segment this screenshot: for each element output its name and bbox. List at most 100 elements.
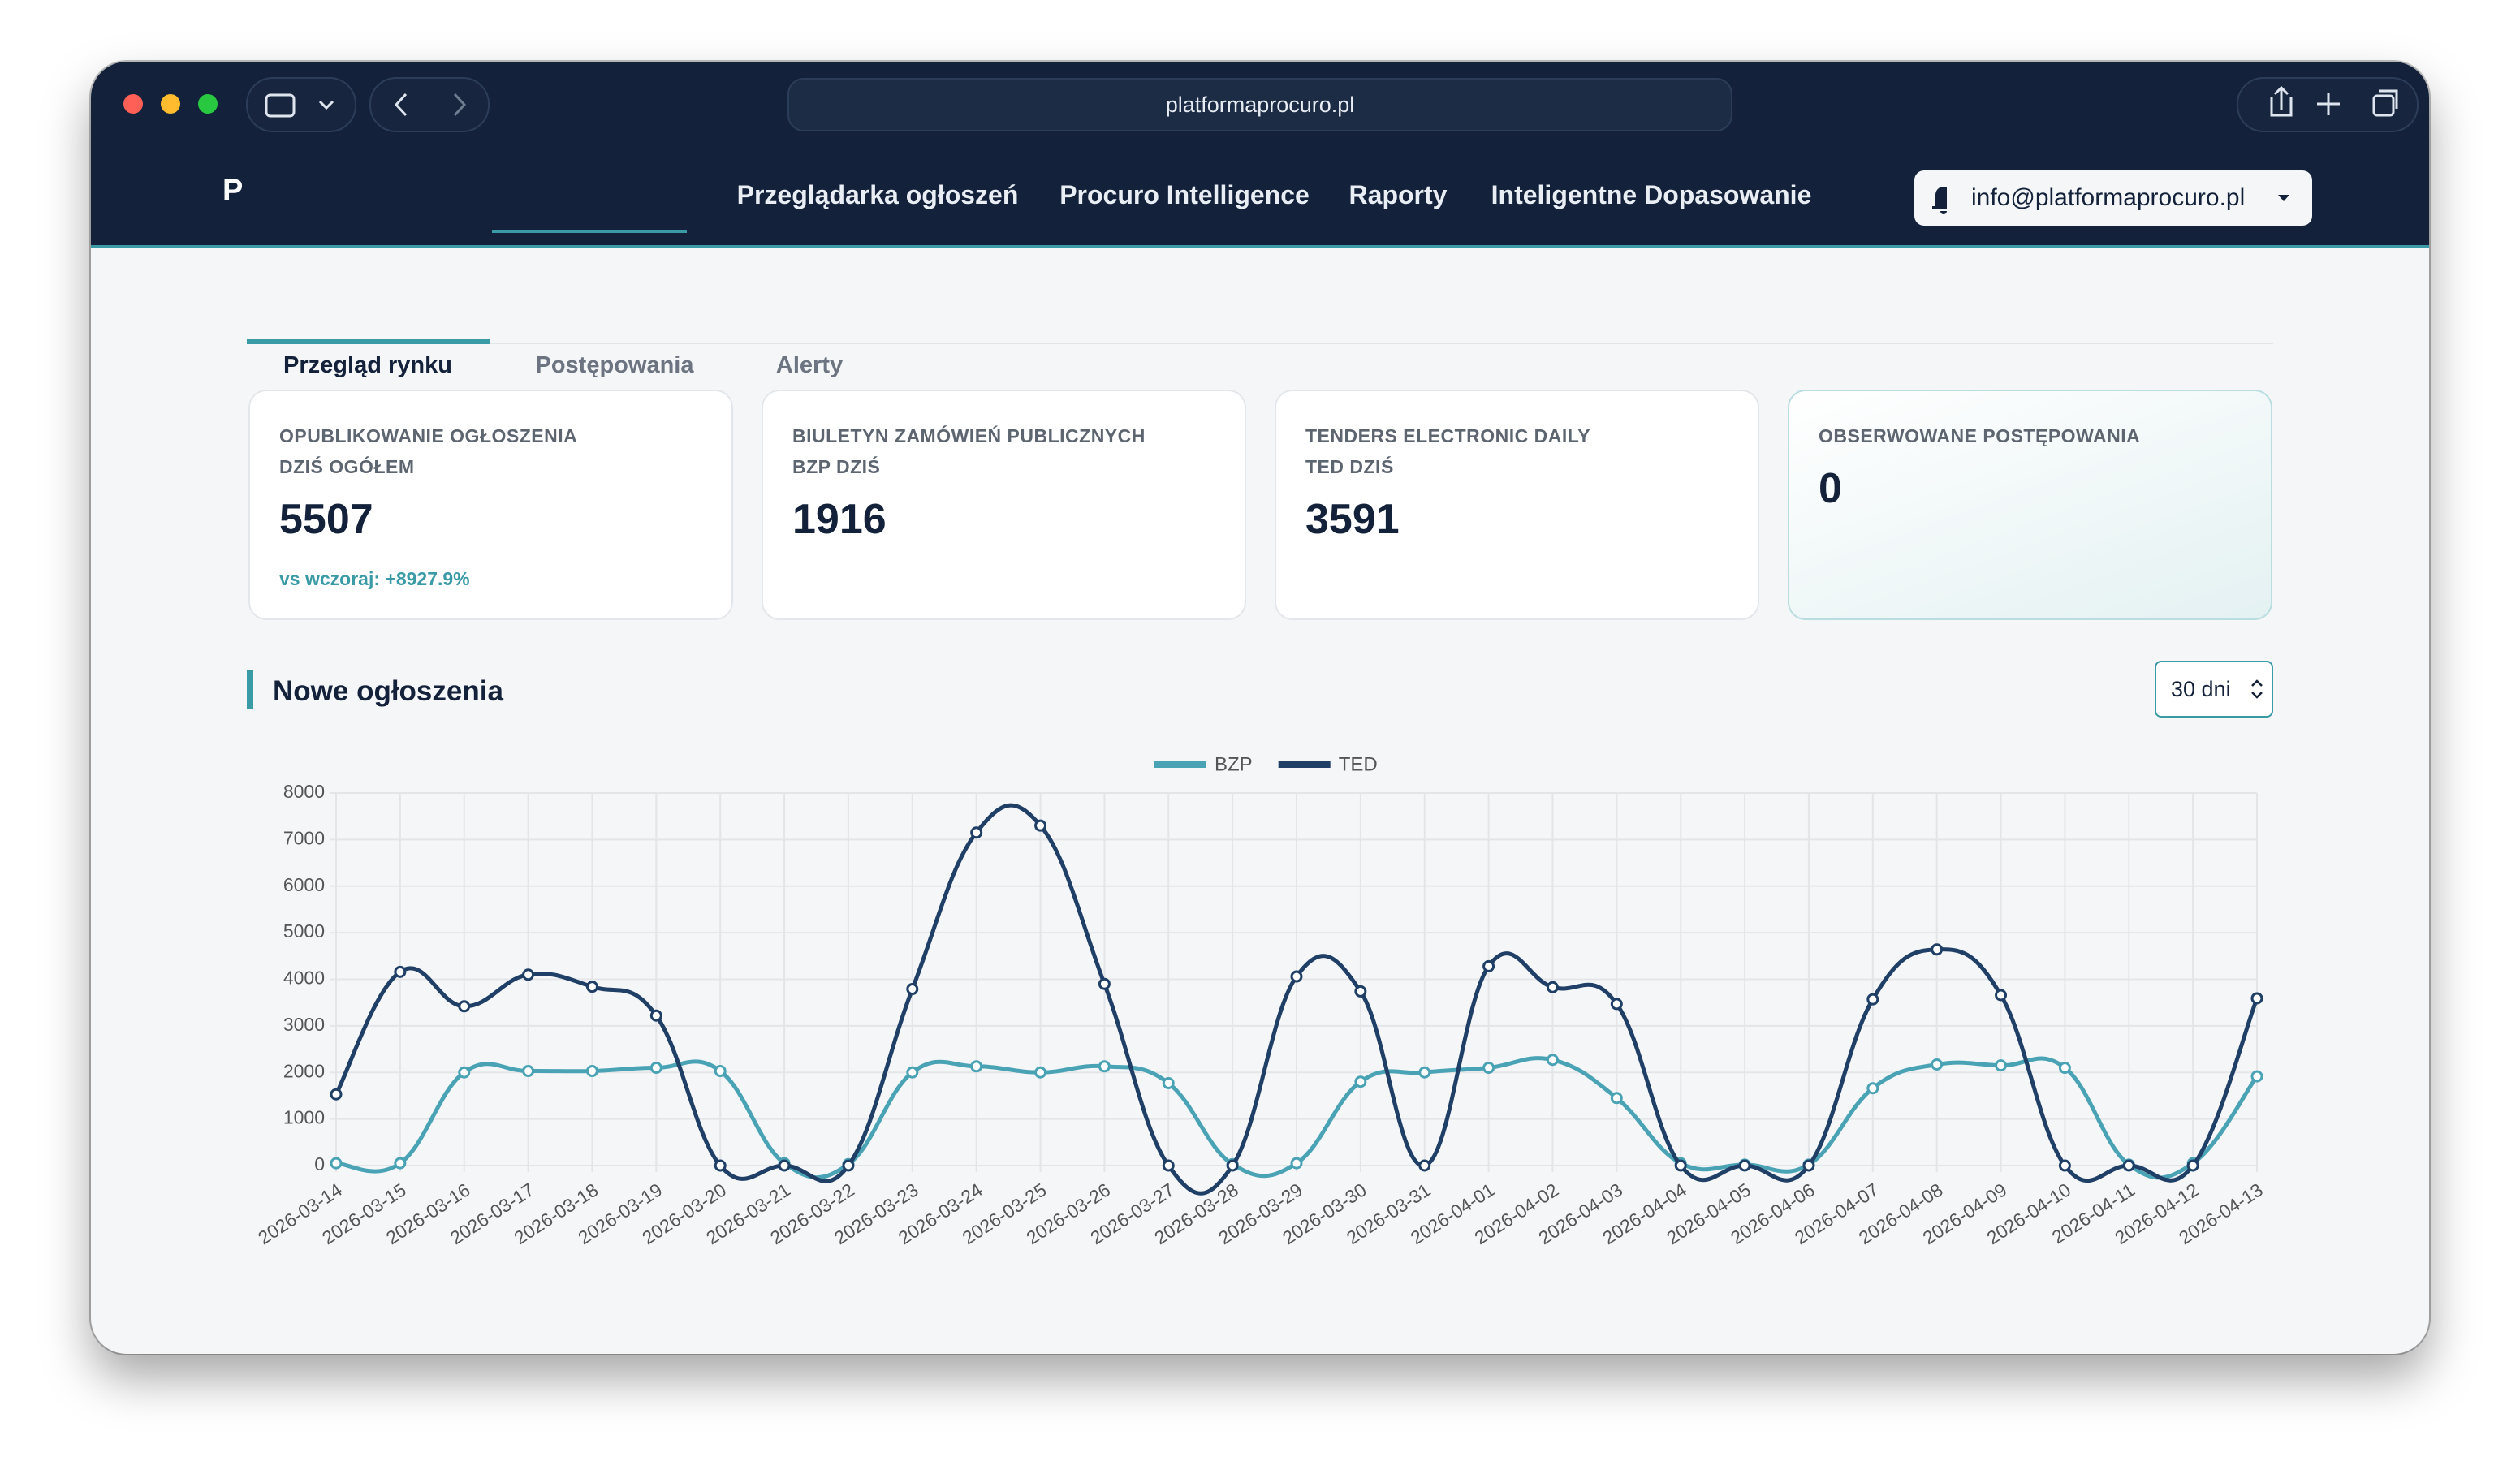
legend-label: BZP [1215,753,1253,775]
account-caret [2278,195,2289,201]
data-point [1162,1076,1175,1089]
range-select[interactable]: 30 dni [2155,661,2273,718]
section-accent [247,670,253,709]
label-line: BZP DZIŚ [792,456,881,477]
share[interactable] [2270,85,2293,117]
y-tick-label: 7000 [283,827,325,848]
data-point [2058,1159,2071,1172]
data-point [585,981,598,993]
data-point [330,1088,343,1101]
y-tick-label: 0 [314,1153,325,1174]
card-label: OBSERWOWANE POSTĘPOWANIA [1819,420,2140,451]
data-point [842,1159,855,1172]
data-point [1931,1058,1944,1071]
y-tick-label: 4000 [283,968,325,989]
card-value: 3591 [1305,496,1400,543]
data-point [970,826,983,839]
data-point [1482,959,1495,972]
arrows [2251,679,2263,699]
account-email: info@platformaprocuro.pl [1971,184,2246,211]
data-point [1354,985,1367,998]
history-buttons[interactable] [369,77,490,132]
data-point [2250,1070,2263,1083]
tabs-back [2379,89,2398,109]
card-value: 5507 [279,496,373,543]
data-point [394,965,407,978]
data-point [1418,1159,1431,1172]
tab[interactable]: Alerty [775,352,844,378]
data-point [1098,977,1111,990]
label-line: TENDERS ELECTRONIC DAILY [1305,425,1591,446]
minimize[interactable] [161,94,180,114]
data-point [1546,1054,1559,1067]
stat-card: BIULETYN ZAMÓWIEŃ PUBLICZNYCH BZP DZIŚ 19… [762,390,1246,620]
data-point [2186,1159,2199,1172]
range-value: 30 dni [2171,676,2231,701]
tabs-divider [247,343,2273,344]
data-point [1098,1060,1111,1073]
sidebar-button[interactable] [246,77,356,132]
data-point [394,1157,407,1170]
card-change: vs wczoraj: +8927.9% [279,568,470,589]
chart: 0100020003000400050006000700080002026-03… [254,753,2267,1248]
card-value: 0 [1819,465,1842,512]
data-point [1354,1075,1367,1088]
data-point [649,1062,662,1075]
data-point [1995,1059,2008,1072]
nav-link[interactable]: Przeglądarka ogłoszeń [736,180,1019,209]
data-point [1034,1066,1047,1079]
data-point [906,1066,919,1079]
data-point [1610,1092,1623,1105]
data-point [1738,1159,1751,1172]
data-point [1931,943,1944,956]
select-arrows [2251,679,2263,699]
data-point [1162,1159,1175,1172]
legend-swatch [1154,761,1206,768]
tab[interactable]: Postępowania [535,352,694,378]
header: platformaprocuro.pl P Przeglądarka ogłos… [91,62,2429,248]
data-point [585,1065,598,1078]
data-point [1226,1159,1239,1172]
y-tick-label: 6000 [283,874,325,895]
label-line: OBSERWOWANE POSTĘPOWANIA [1819,425,2141,446]
tab[interactable]: Przegląd rynku [283,352,452,378]
forward[interactable] [453,93,467,117]
zoom[interactable] [198,94,218,114]
card-label: TENDERS ELECTRONIC DAILY TED DZIŚ [1305,420,1590,482]
browser-window: platformaprocuro.pl P Przeglądarka ogłos… [91,62,2429,1354]
data-point [330,1157,343,1170]
data-point [458,1066,471,1079]
data-point [714,1065,727,1078]
tabs[interactable] [2372,94,2395,117]
address-bar[interactable]: platformaprocuro.pl [788,78,1732,131]
y-tick-label: 1000 [283,1107,325,1128]
account-menu[interactable]: info@platformaprocuro.pl [1947,170,2312,226]
data-point [1034,819,1047,832]
close[interactable] [123,94,143,114]
label-line: DZIŚ OGÓŁEM [279,456,415,477]
url: platformaprocuro.pl [1165,92,1355,117]
back[interactable] [394,93,408,117]
new-tab[interactable] [2317,93,2340,115]
label-line: BIULETYN ZAMÓWIEŃ PUBLICZNYCH [792,425,1146,446]
data-point [1290,970,1303,983]
stat-card: TENDERS ELECTRONIC DAILY TED DZIŚ 3591 [1275,390,1759,620]
nav-link[interactable]: Inteligentne Dopasowanie [1491,180,1812,209]
stat-card[interactable]: OBSERWOWANE POSTĘPOWANIA 0 [1788,390,2272,620]
card-label: OPUBLIKOWANIE OGŁOSZENIA DZIŚ OGÓŁEM [279,420,577,482]
legend-label: TED [1339,753,1378,775]
data-point [1866,993,1879,1006]
legend-swatch [1278,761,1331,768]
section-title: Nowe ogłoszenia [273,675,503,707]
data-point [970,1060,983,1073]
data-point [649,1009,662,1022]
data-point [1995,989,2008,1002]
sidebar-icon [265,93,296,118]
y-tick-label: 2000 [283,1060,325,1081]
nav-link[interactable]: Procuro Intelligence [1059,180,1310,209]
y-tick-label: 3000 [283,1014,325,1035]
logo[interactable]: P [222,174,244,208]
y-tick-label: 8000 [283,781,325,802]
data-point [1610,998,1623,1011]
nav-link[interactable]: Raporty [1348,180,1448,209]
